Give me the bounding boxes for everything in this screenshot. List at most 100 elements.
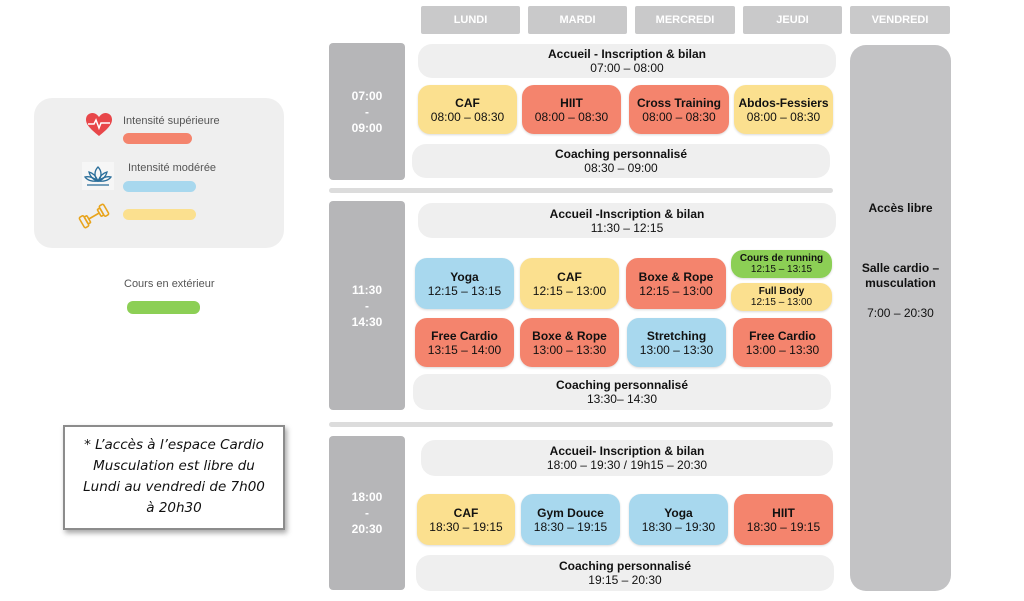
class-hours: 12:15 – 13:00 <box>639 283 713 298</box>
time-slot-dash: - <box>365 298 369 313</box>
class-hours: 18:30 – 19:15 <box>746 519 821 534</box>
legend-outdoor-swatch <box>127 301 200 314</box>
class-card: HIIT 18:30 – 19:15 <box>734 494 833 545</box>
access-note-line: Musculation est libre du <box>93 458 255 474</box>
session-divider <box>329 422 833 427</box>
class-card: Yoga 12:15 – 13:15 <box>415 258 514 309</box>
class-hours: 08:00 – 08:30 <box>534 109 609 124</box>
class-card: Cross Training 08:00 – 08:30 <box>629 85 729 134</box>
class-hours: 18:30 – 19:30 <box>641 519 716 534</box>
friday-room-line1: Salle cardio – <box>861 261 940 275</box>
class-title: Free Cardio <box>431 328 498 343</box>
class-hours: 13:00 – 13:30 <box>745 342 820 357</box>
coaching-bar-morning: Coaching personnalisé 08:30 – 09:00 <box>412 144 830 178</box>
class-hours: 13:00 – 13:30 <box>532 342 607 357</box>
time-slot-end: 20:30 <box>351 522 383 536</box>
friday-room-line2: musculation <box>865 276 936 290</box>
accueil-hours: 18:00 – 19:30 / 19h15 – 20:30 <box>546 458 708 472</box>
day-header-vendredi: VENDREDI <box>850 6 950 34</box>
coaching-title: Coaching personnalisé <box>555 378 689 392</box>
coaching-hours: 13:30– 14:30 <box>586 392 658 406</box>
class-title: HIIT <box>560 95 583 110</box>
class-hours: 12:15 – 13:15 <box>750 264 813 275</box>
class-title: Boxe & Rope <box>638 269 714 284</box>
class-hours: 08:00 – 08:30 <box>430 109 505 124</box>
time-slot-evening: 18:00 - 20:30 <box>329 436 405 590</box>
class-title: CAF <box>455 95 480 110</box>
class-title: Cours de running <box>739 253 824 264</box>
class-card-running: Cours de running 12:15 – 13:15 <box>731 250 832 278</box>
legend-high-label: Intensité supérieure <box>123 115 220 127</box>
accueil-title: Accueil -Inscription & bilan <box>549 206 705 221</box>
day-header-jeudi: JEUDI <box>743 6 842 34</box>
access-note: * L’accès à l’espace Cardio Musculation … <box>63 425 285 530</box>
class-card: Free Cardio 13:15 – 14:00 <box>415 318 514 367</box>
class-card: Boxe & Rope 13:00 – 13:30 <box>520 318 619 367</box>
class-title: HIIT <box>772 505 795 520</box>
time-slot-morning: 07:00 - 09:00 <box>329 43 405 180</box>
class-title: Yoga <box>450 269 479 284</box>
time-slot-start: 18:00 <box>351 490 383 504</box>
lotus-icon <box>82 162 114 190</box>
class-title: Stretching <box>646 328 707 343</box>
coaching-hours: 08:30 – 09:00 <box>584 161 658 175</box>
class-title: Full Body <box>758 286 805 297</box>
time-slot-start: 07:00 <box>351 88 383 103</box>
class-hours: 08:00 – 08:30 <box>746 109 821 124</box>
class-card: Gym Douce 18:30 – 19:15 <box>521 494 620 545</box>
heart-icon <box>86 113 112 136</box>
class-title: Boxe & Rope <box>532 328 607 343</box>
class-card: CAF 12:15 – 13:00 <box>520 258 619 309</box>
class-card: CAF 08:00 – 08:30 <box>418 85 517 134</box>
time-slot-dash: - <box>365 506 369 520</box>
class-title: Abdos-Fessiers <box>738 95 829 110</box>
time-slot-start: 11:30 <box>351 282 383 297</box>
class-title: CAF <box>557 269 582 284</box>
accueil-bar-morning: Accueil - Inscription & bilan 07:00 – 08… <box>418 44 836 78</box>
session-divider <box>329 188 833 193</box>
class-card-fullbody: Full Body 12:15 – 13:00 <box>731 283 832 311</box>
class-card: Stretching 13:00 – 13:30 <box>627 318 726 367</box>
access-note-line: * L’accès à l’espace Cardio <box>84 437 264 453</box>
class-title: Cross Training <box>636 95 722 110</box>
legend-moderate-label: Intensité modérée <box>128 162 217 174</box>
time-slot-dash: - <box>365 104 369 119</box>
coaching-hours: 19:15 – 20:30 <box>588 573 662 587</box>
dumbbell-icon <box>78 203 110 229</box>
class-card: HIIT 08:00 – 08:30 <box>522 85 621 134</box>
day-header-mardi: MARDI <box>528 6 627 34</box>
coaching-bar-evening: Coaching personnalisé 19:15 – 20:30 <box>416 555 834 591</box>
accueil-bar-evening: Accueil- Inscription & bilan 18:00 – 19:… <box>421 440 833 476</box>
class-hours: 12:15 – 13:15 <box>427 283 502 298</box>
time-slot-end: 09:00 <box>351 120 383 135</box>
class-hours: 13:15 – 14:00 <box>427 342 502 357</box>
friday-column: Accès libre Salle cardio – musculation 7… <box>850 45 951 591</box>
coaching-bar-midday: Coaching personnalisé 13:30– 14:30 <box>413 374 831 410</box>
class-hours: 18:30 – 19:15 <box>533 519 608 534</box>
legend-panel <box>34 98 284 248</box>
coaching-title: Coaching personnalisé <box>558 559 692 573</box>
class-hours: 13:00 – 13:30 <box>639 342 714 357</box>
day-header-mercredi: MERCREDI <box>635 6 735 34</box>
class-card: CAF 18:30 – 19:15 <box>417 494 515 545</box>
class-hours: 18:30 – 19:15 <box>429 519 503 534</box>
class-title: Free Cardio <box>749 328 816 343</box>
time-slot-midday: 11:30 - 14:30 <box>329 201 405 410</box>
friday-access: Accès libre <box>868 201 933 215</box>
friday-hours: 7:00 – 20:30 <box>867 306 934 320</box>
class-hours: 12:15 – 13:00 <box>750 297 813 308</box>
coaching-title: Coaching personnalisé <box>554 147 688 161</box>
class-card: Boxe & Rope 12:15 – 13:00 <box>626 258 726 309</box>
legend-high-swatch <box>123 133 192 144</box>
class-card: Yoga 18:30 – 19:30 <box>629 494 728 545</box>
access-note-line: à 20h30 <box>146 500 202 516</box>
legend-strength-swatch <box>123 209 196 220</box>
time-slot-end: 14:30 <box>351 314 383 329</box>
accueil-hours: 07:00 – 08:00 <box>590 61 664 75</box>
day-header-lundi: LUNDI <box>421 6 520 34</box>
access-note-line: Lundi au vendredi de 7h00 <box>83 479 265 495</box>
class-hours: 12:15 – 13:00 <box>532 283 607 298</box>
accueil-hours: 11:30 – 12:15 <box>590 220 664 235</box>
class-hours: 08:00 – 08:30 <box>642 109 716 124</box>
class-title: Gym Douce <box>537 505 604 520</box>
